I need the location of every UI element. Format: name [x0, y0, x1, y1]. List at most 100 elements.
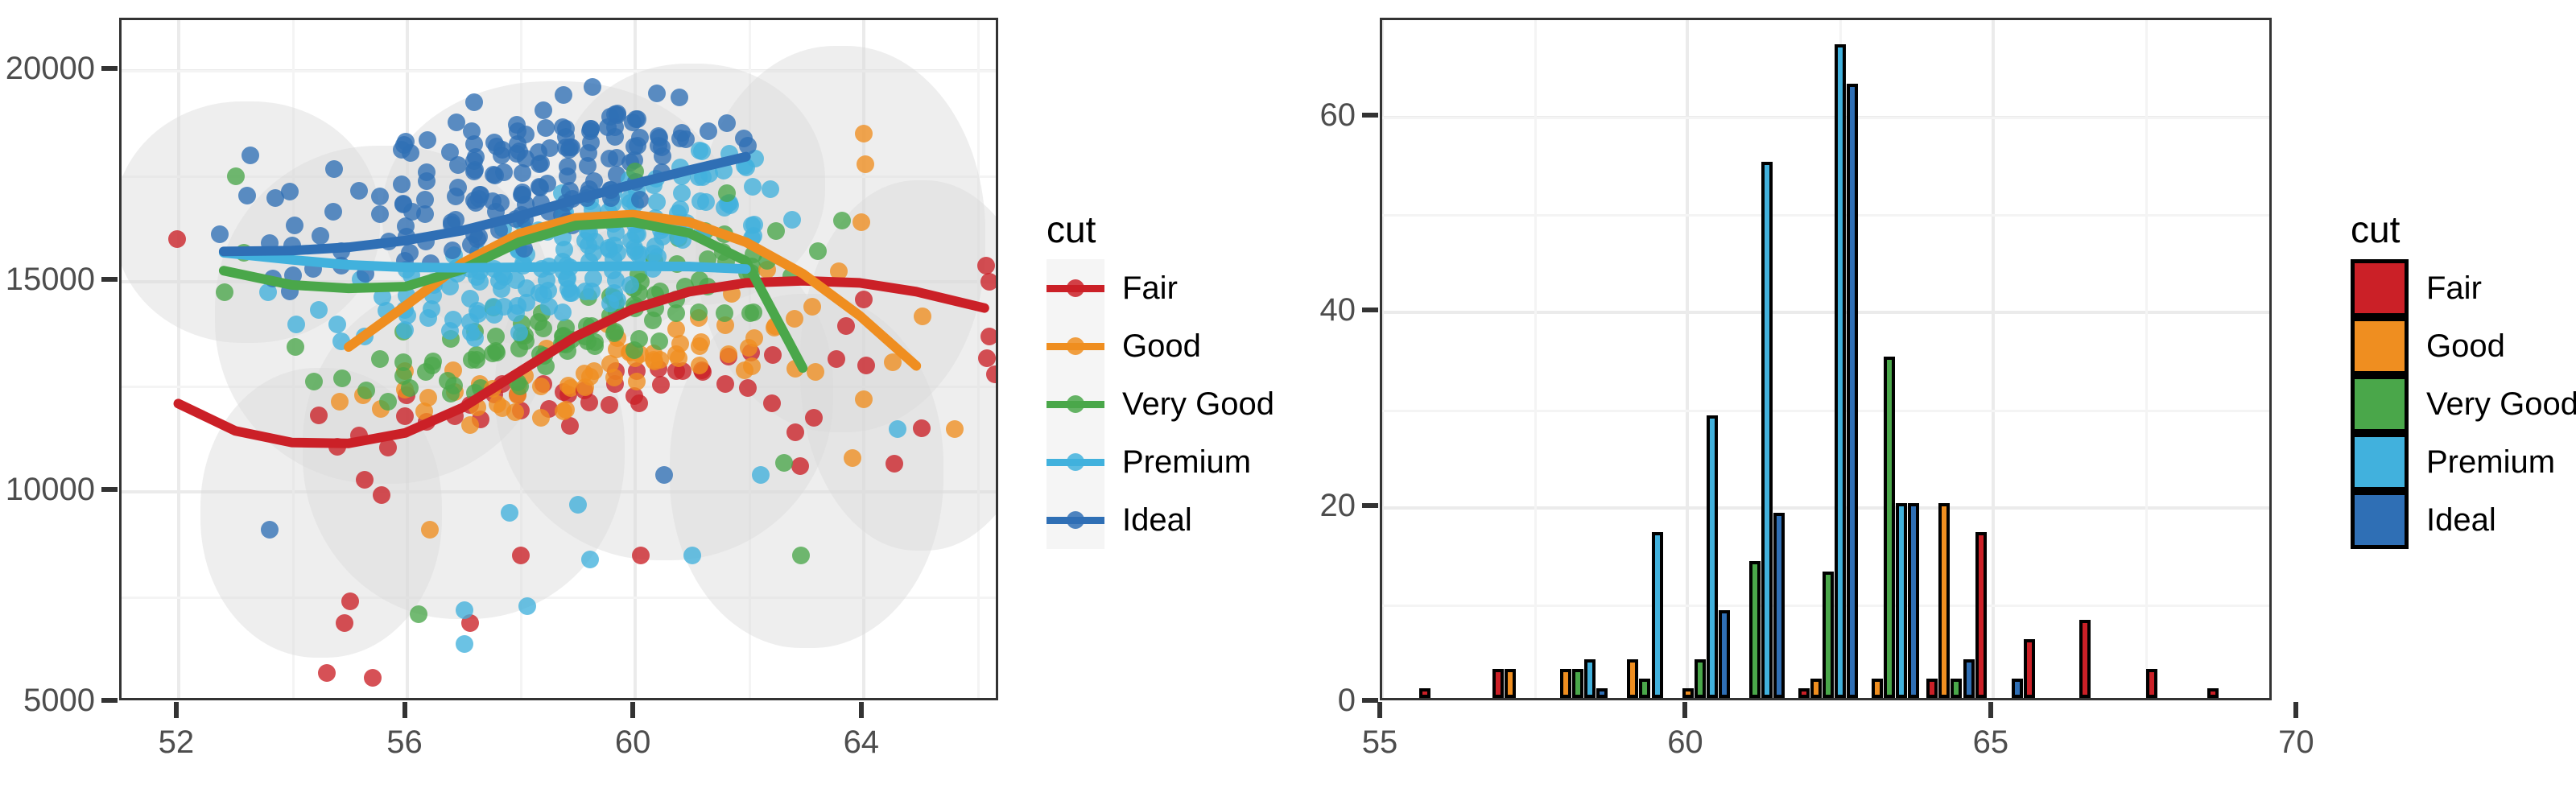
scatter-point: [357, 382, 376, 400]
histogram-bar: [1571, 668, 1583, 698]
scatter-point: [621, 276, 640, 295]
x-tick-mark: [1988, 702, 1993, 718]
scatter-point: [486, 328, 505, 346]
histogram-bar: [1810, 678, 1822, 698]
scatter-point: [531, 377, 550, 395]
scatter-point: [259, 283, 277, 302]
histogram-bar: [1896, 502, 1908, 698]
scatter-point: [804, 408, 823, 427]
y-tick-label: 20000: [5, 50, 95, 86]
smooth-lines: [173, 151, 989, 448]
scatter-point: [913, 419, 931, 438]
legend-item[interactable]: Very Good: [1046, 375, 1274, 433]
scatter-point: [444, 311, 462, 329]
scatter-smooth-panel: [119, 18, 998, 700]
scatter-point: [318, 664, 336, 683]
scatter-point: [626, 242, 645, 261]
scatter-point: [803, 297, 822, 316]
scatter-point: [487, 138, 506, 156]
histogram-bar: [1761, 161, 1773, 698]
gridline-minor-x: [520, 20, 523, 698]
histogram-bar: [1908, 502, 1920, 698]
legend-item[interactable]: Good: [1046, 317, 1274, 375]
legend-item[interactable]: Good: [2351, 317, 2576, 375]
scatter-point: [977, 349, 996, 367]
scatter-point: [786, 423, 805, 441]
histogram-bar: [2012, 678, 2024, 698]
x-tick-mark: [630, 702, 636, 718]
y-tick-label: 20: [1319, 487, 1356, 523]
scatter-point: [980, 272, 996, 291]
scatter-point: [460, 415, 479, 434]
scatter-point: [287, 337, 305, 356]
scatter-point: [420, 521, 439, 539]
legend-item[interactable]: Very Good: [2351, 375, 2576, 433]
legend-swatch-fair: [2351, 259, 2409, 317]
legend-item[interactable]: Ideal: [1046, 491, 1274, 549]
scatter-point: [648, 192, 666, 211]
scatter-point: [370, 188, 389, 206]
scatter-point: [461, 289, 479, 308]
histogram-bar: [1748, 561, 1761, 698]
legend-entries: Fair Good Very Good Premium Ideal: [1046, 259, 1274, 549]
legend-item[interactable]: Premium: [1046, 433, 1274, 491]
scatter-point: [854, 390, 873, 409]
scatter-point: [699, 122, 717, 141]
histogram-bar: [1505, 668, 1517, 698]
legend-item[interactable]: Ideal: [2351, 491, 2576, 549]
y-tick-label: 40: [1319, 292, 1356, 328]
confidence-band: [122, 101, 380, 344]
scatter-point: [309, 407, 328, 425]
scatter-point: [585, 172, 604, 191]
x-tick-mark: [402, 702, 407, 718]
scatter-point: [324, 202, 342, 221]
scatter-point: [745, 215, 763, 233]
scatter-point: [287, 315, 305, 333]
scatter-point: [736, 361, 754, 380]
gridline-minor-y: [1382, 214, 2269, 217]
scatter-point: [439, 372, 457, 390]
y-tick-label: 10000: [5, 472, 95, 508]
y-tick-label: 15000: [5, 261, 95, 297]
gridline-major-x: [1686, 20, 1690, 698]
scatter-point: [743, 178, 762, 196]
scatter-point: [980, 327, 996, 345]
scatter-point: [409, 605, 427, 624]
scatter-point: [559, 377, 577, 395]
scatter-point: [829, 262, 848, 280]
scatter-point: [576, 378, 594, 397]
scatter-point: [534, 101, 552, 119]
smooth-line-fair: [173, 275, 989, 448]
scatter-point: [510, 340, 528, 358]
scatter-point: [415, 402, 434, 420]
scatter-point: [585, 362, 604, 381]
scatter-point: [394, 136, 413, 154]
legend-item-label: Ideal: [1122, 502, 1192, 538]
scatter-point: [556, 138, 575, 156]
scatter-point: [305, 372, 324, 390]
scatter-point: [667, 304, 685, 322]
scatter-point: [632, 546, 650, 564]
scatter-point: [581, 120, 600, 138]
scatter-point: [332, 369, 351, 387]
scatter-point: [745, 328, 763, 347]
scatter-point: [211, 225, 229, 243]
histogram-bar: [1639, 678, 1651, 698]
y-tick-mark: [1362, 308, 1378, 313]
legend-item[interactable]: Premium: [2351, 433, 2576, 491]
scatter-point: [226, 167, 245, 185]
scatter-point: [419, 389, 438, 407]
scatter-point: [511, 378, 530, 395]
gridline-major-x: [1382, 20, 1384, 698]
scatter-point: [752, 466, 770, 485]
legend-item[interactable]: Fair: [1046, 259, 1274, 317]
y-tick-mark: [1362, 113, 1378, 118]
legend-item-label: Fair: [2426, 270, 2482, 306]
legend-item[interactable]: Fair: [2351, 259, 2576, 317]
histogram-bar: [1926, 678, 1938, 698]
scatter-point: [985, 365, 996, 383]
scatter-point: [631, 129, 650, 147]
scatter-point: [783, 211, 801, 229]
scatter-point: [717, 114, 736, 132]
histogram-bar: [2207, 687, 2219, 698]
